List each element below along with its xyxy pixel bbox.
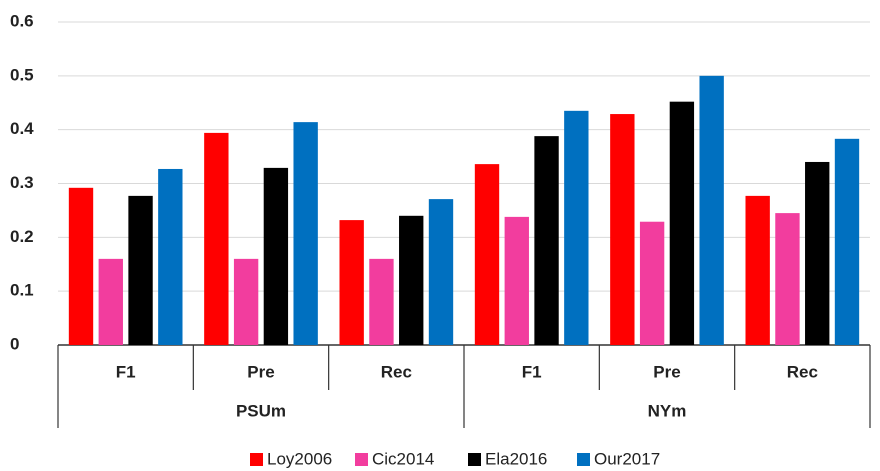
bar: [428, 199, 454, 345]
bar: [775, 213, 800, 345]
legend-label: Loy2006: [267, 449, 332, 468]
bar: [610, 114, 635, 346]
y-tick-label: 0.6: [10, 11, 34, 30]
bar: [534, 136, 559, 345]
bar: [564, 110, 589, 345]
legend-label: Ela2016: [485, 449, 547, 468]
y-tick-label: 0.3: [10, 173, 34, 192]
bar: [504, 216, 529, 345]
bar: [204, 132, 229, 345]
legend-swatch: [250, 453, 263, 466]
bar: [233, 258, 259, 345]
group-label: NYm: [648, 401, 687, 420]
x-tick-label: Rec: [787, 362, 818, 381]
bar: [699, 75, 724, 345]
bar: [805, 161, 830, 345]
bar: [369, 258, 394, 345]
legend-swatch: [355, 453, 368, 466]
y-tick-label: 0: [10, 334, 19, 353]
bar: [669, 101, 695, 345]
bar: [639, 221, 665, 345]
y-tick-label: 0.1: [10, 281, 34, 300]
bar: [339, 220, 364, 345]
legend-label: Cic2014: [372, 449, 434, 468]
bar: [834, 138, 860, 345]
y-tick-label: 0.5: [10, 65, 34, 84]
bar: [474, 164, 500, 345]
x-tick-label: Pre: [653, 362, 680, 381]
x-tick-label: Pre: [247, 362, 274, 381]
bar: [98, 258, 123, 345]
y-tick-label: 0.4: [10, 119, 34, 138]
bar: [293, 122, 318, 345]
bar: [263, 167, 289, 345]
legend-swatch: [468, 453, 481, 466]
bar: [68, 187, 94, 345]
y-tick-label: 0.2: [10, 227, 34, 246]
x-tick-label: F1: [522, 362, 542, 381]
legend-swatch: [577, 453, 590, 466]
bar: [128, 195, 153, 345]
group-label: PSUm: [236, 401, 286, 420]
bar: [158, 168, 183, 345]
legend-label: Our2017: [594, 449, 660, 468]
x-tick-label: F1: [116, 362, 136, 381]
bar: [399, 215, 424, 345]
bar: [745, 195, 770, 345]
x-tick-label: Rec: [381, 362, 412, 381]
